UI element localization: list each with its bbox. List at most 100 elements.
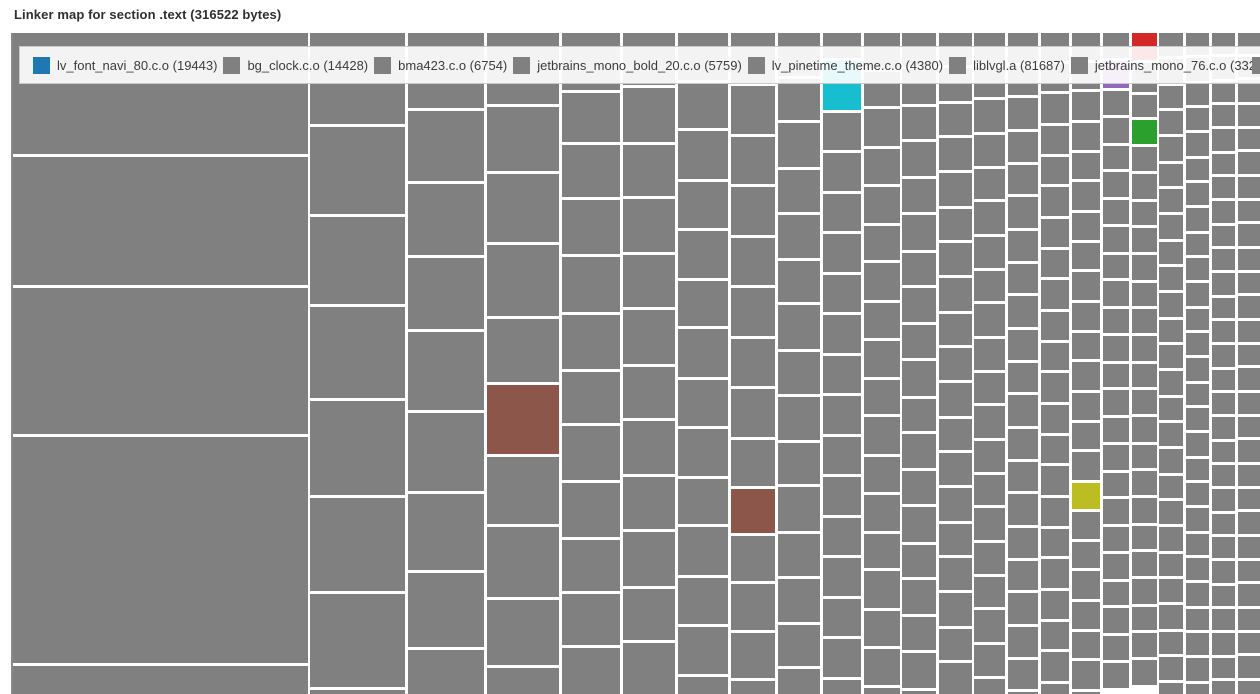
treemap-cell[interactable] [731,633,775,678]
treemap-cell[interactable] [902,253,936,285]
treemap-cell[interactable] [864,226,900,260]
treemap-cell[interactable] [1212,393,1235,414]
treemap-cell[interactable] [623,199,675,252]
treemap-cell[interactable] [623,367,675,418]
treemap-cell[interactable] [1159,605,1183,629]
treemap-cell[interactable] [1159,215,1183,239]
treemap-cell[interactable] [902,215,936,250]
treemap-cell[interactable] [902,580,936,614]
treemap-cell[interactable] [1072,542,1100,568]
treemap-cell[interactable] [1103,172,1129,197]
treemap-cell[interactable] [1041,280,1069,309]
treemap-cell[interactable] [864,263,900,300]
treemap-cell[interactable] [974,441,1005,472]
treemap-cell[interactable] [823,113,861,150]
treemap-cell[interactable] [731,86,775,134]
treemap-cell[interactable] [1041,591,1069,619]
treemap-cell[interactable] [902,107,936,139]
treemap-cell[interactable] [1238,393,1260,414]
treemap-cell[interactable] [1072,602,1100,629]
treemap-cell[interactable] [1103,473,1129,496]
treemap-cell[interactable] [678,380,728,426]
treemap-cell[interactable] [1041,94,1069,123]
treemap-cell[interactable] [623,477,675,529]
treemap-cell[interactable] [1008,197,1038,228]
treemap-cell[interactable] [1159,579,1183,602]
treemap-cell[interactable] [1159,423,1183,446]
treemap-cell[interactable] [1159,86,1183,108]
treemap-cell[interactable] [623,643,675,694]
treemap-cell[interactable] [1159,398,1183,420]
treemap-cell[interactable] [1103,527,1129,551]
treemap-cell[interactable] [1159,189,1183,212]
treemap-cell[interactable] [939,593,972,626]
treemap-cell[interactable] [1041,436,1069,463]
treemap-cell[interactable] [1008,165,1038,194]
treemap-cell[interactable] [1238,273,1260,293]
treemap-cell[interactable] [1159,293,1183,317]
treemap-cell[interactable] [1041,126,1069,154]
treemap-cell[interactable] [1159,320,1183,342]
treemap-cell[interactable] [778,170,820,212]
treemap-cell[interactable] [1008,363,1038,392]
treemap-cell[interactable] [1238,80,1260,102]
treemap-cell[interactable] [1132,95,1157,117]
treemap-cell[interactable] [939,453,972,485]
treemap-cell[interactable] [778,397,820,440]
treemap-cell[interactable] [562,200,620,254]
treemap-cell[interactable] [1212,321,1235,342]
treemap-cell[interactable] [864,303,900,338]
treemap-cell[interactable] [974,237,1005,268]
treemap-cell[interactable] [1132,660,1157,685]
treemap-cell[interactable] [1186,133,1209,156]
treemap-cell[interactable] [1238,152,1260,174]
treemap-cell[interactable] [562,426,620,480]
treemap-cell[interactable] [823,680,861,694]
treemap-cell[interactable] [1132,202,1157,225]
treemap-cell[interactable] [408,111,484,181]
treemap-cell[interactable] [731,584,775,630]
treemap-cell[interactable] [902,617,936,650]
treemap-cell[interactable] [778,625,820,666]
treemap-cell[interactable] [1212,514,1235,534]
treemap-cell[interactable] [974,679,1005,694]
treemap-cell[interactable] [1212,298,1235,318]
treemap-cell[interactable] [1103,663,1129,688]
treemap-cell[interactable] [1212,129,1235,151]
treemap-cell[interactable] [1103,309,1129,333]
treemap-cell[interactable] [1008,528,1038,558]
treemap-cell[interactable] [1072,153,1100,179]
treemap-cell[interactable] [678,329,728,377]
treemap-cell[interactable] [1238,321,1260,342]
treemap-cell[interactable] [778,443,820,484]
treemap-cell[interactable] [408,332,484,410]
treemap-cell[interactable] [864,149,900,184]
treemap-cell[interactable] [1132,498,1157,523]
treemap-cell[interactable] [1186,583,1209,606]
treemap-cell[interactable] [1132,120,1157,144]
treemap-cell[interactable] [1008,296,1038,327]
treemap-cell[interactable] [823,599,861,636]
treemap-cell[interactable] [1103,336,1129,361]
treemap-cell[interactable] [1041,373,1069,402]
treemap-cell[interactable] [1132,228,1157,252]
treemap-cell[interactable] [1212,609,1235,630]
treemap-cell[interactable] [1186,633,1209,655]
treemap-cell[interactable] [1159,371,1183,395]
treemap-cell[interactable] [1041,684,1069,694]
treemap-cell[interactable] [487,174,559,242]
treemap-cell[interactable] [778,215,820,258]
treemap-cell[interactable] [1159,657,1183,680]
treemap-cell[interactable] [1238,368,1260,390]
treemap-cell[interactable] [939,629,972,660]
treemap-cell[interactable] [1238,440,1260,462]
treemap-cell[interactable] [678,182,728,228]
treemap-cell[interactable] [13,437,308,663]
treemap-cell[interactable] [1159,527,1183,551]
treemap-cell[interactable] [823,396,861,434]
treemap-cell[interactable] [1186,108,1209,130]
treemap-cell[interactable] [939,173,972,206]
treemap-cell[interactable] [1159,111,1183,134]
treemap-cell[interactable] [562,648,620,694]
treemap-cell[interactable] [1072,571,1100,599]
